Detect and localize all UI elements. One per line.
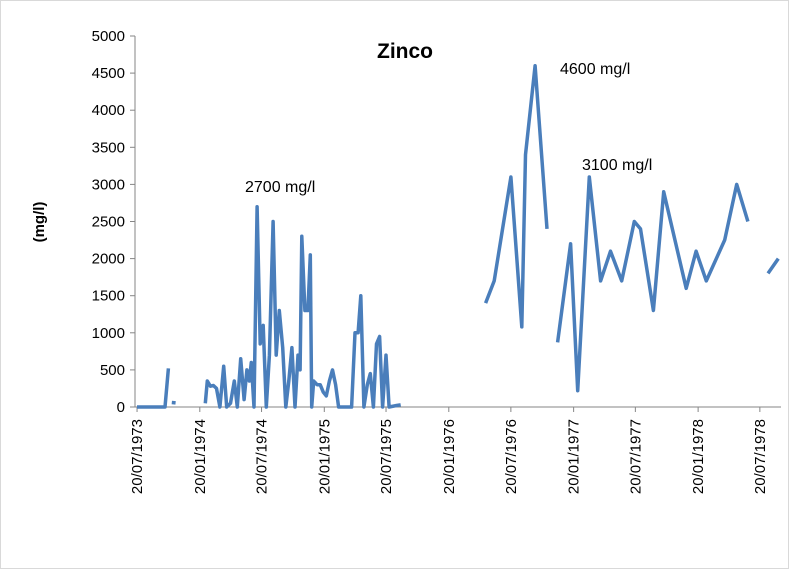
- y-tick-label: 1000: [92, 325, 125, 342]
- chart-title: Zinco: [377, 40, 433, 63]
- x-tick-label: 20/01/1974: [192, 419, 209, 494]
- x-tick-label: 20/01/1975: [316, 419, 333, 494]
- x-tick-label: 20/07/1975: [378, 419, 395, 494]
- y-tick-label: 5000: [92, 28, 125, 45]
- data-line: [137, 63, 780, 409]
- y-tick-label: 500: [100, 362, 125, 379]
- y-tick-label: 4500: [92, 65, 125, 82]
- y-tick-label: 2500: [92, 214, 125, 231]
- annotation: 2700 mg/l: [245, 179, 315, 196]
- x-tick-label: 20/01/1977: [566, 419, 583, 494]
- y-tick-label: 1500: [92, 288, 125, 305]
- x-tick-label: 20/07/1978: [752, 419, 769, 494]
- y-tick-label: 3000: [92, 176, 125, 193]
- x-tick-label: 20/07/1976: [503, 419, 520, 494]
- y-tick-label: 0: [117, 399, 125, 416]
- y-tick-label: 2000: [92, 251, 125, 268]
- y-axis-label: (mg/l): [31, 202, 48, 243]
- x-tick-label: 20/01/1976: [441, 419, 458, 494]
- x-tick-label: 20/07/1974: [254, 419, 271, 494]
- y-tick-label: 3500: [92, 139, 125, 156]
- x-tick-label: 20/07/1973: [129, 419, 146, 494]
- x-tick-label: 20/01/1978: [690, 419, 707, 494]
- y-tick-label: 4000: [92, 102, 125, 119]
- annotation: 4600 mg/l: [560, 61, 630, 78]
- annotation: 3100 mg/l: [582, 157, 652, 174]
- x-tick-label: 20/07/1977: [627, 419, 644, 494]
